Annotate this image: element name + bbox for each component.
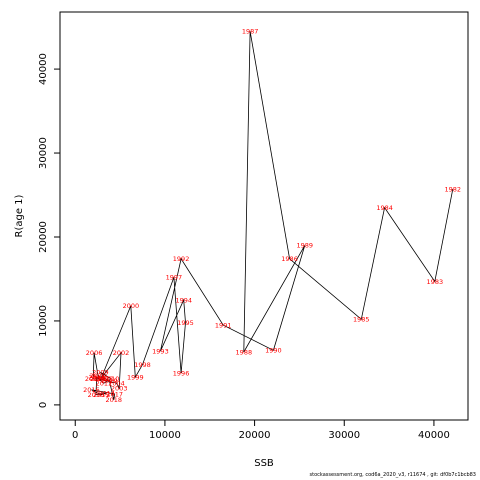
point-label-2015: 2015 xyxy=(93,391,110,399)
point-label-1997: 1997 xyxy=(166,274,183,282)
point-label-2002: 2002 xyxy=(113,349,130,357)
x-tick-label: 0 xyxy=(72,430,78,441)
point-label-2000: 2000 xyxy=(123,302,140,310)
point-label-1987: 1987 xyxy=(242,28,259,36)
point-label-1983: 1983 xyxy=(427,278,444,286)
point-label-1990: 1990 xyxy=(265,347,282,355)
x-tick-label: 40000 xyxy=(418,430,450,441)
y-tick-label: 10000 xyxy=(38,305,49,337)
point-label-1996: 1996 xyxy=(173,369,190,377)
point-label-1991: 1991 xyxy=(215,321,232,329)
point-label-1995: 1995 xyxy=(177,319,194,327)
y-axis: 0 10000 20000 30000 40000 xyxy=(38,53,61,408)
y-axis-label: R(age 1) xyxy=(14,194,25,237)
point-label-2020: 2020 xyxy=(89,372,106,380)
point-label-2004: 2004 xyxy=(108,379,125,387)
series-line xyxy=(91,31,454,400)
point-labels: 1982 1983 1984 1985 1986 1987 1988 1989 1990 1991… xyxy=(83,28,461,405)
x-tick-label: 20000 xyxy=(239,430,271,441)
point-label-2014: 2014 xyxy=(98,389,115,397)
x-axis: 0 10000 20000 30000 40000 xyxy=(72,419,450,441)
point-label-1992: 1992 xyxy=(173,255,190,263)
point-label-2012: 2012 xyxy=(88,373,105,381)
point-label-1985: 1985 xyxy=(353,316,370,324)
plot-frame xyxy=(59,11,469,421)
point-label-1986: 1986 xyxy=(281,255,298,263)
point-label-2013: 2013 xyxy=(88,391,105,399)
point-label-2016: 2016 xyxy=(83,386,100,394)
point-label-2009: 2009 xyxy=(92,368,109,376)
y-tick-label: 0 xyxy=(38,402,49,408)
point-label-1984: 1984 xyxy=(376,204,393,212)
point-label-2011: 2011 xyxy=(96,379,113,387)
point-label-2019: 2019 xyxy=(101,377,118,385)
point-label-2010: 2010 xyxy=(103,375,120,383)
point-label-2008: 2008 xyxy=(97,375,114,383)
point-label-2003: 2003 xyxy=(111,384,128,392)
y-tick-label: 30000 xyxy=(38,137,49,169)
x-tick-label: 30000 xyxy=(328,430,360,441)
point-label-1993: 1993 xyxy=(152,347,169,355)
point-label-2017: 2017 xyxy=(106,390,123,398)
point-label-2001: 2001 xyxy=(93,374,110,382)
point-label-1998: 1998 xyxy=(134,361,151,369)
point-label-2018: 2018 xyxy=(106,396,123,404)
point-label-1989: 1989 xyxy=(297,242,314,250)
point-label-1988: 1988 xyxy=(236,348,253,356)
y-tick-label: 20000 xyxy=(38,221,49,253)
point-label-2006: 2006 xyxy=(86,349,103,357)
footer-credit: stockassessment.org, cod6a_2020_v3, r116… xyxy=(309,472,476,478)
point-label-1982: 1982 xyxy=(444,185,461,193)
y-tick-label: 40000 xyxy=(38,53,49,85)
point-label-1999: 1999 xyxy=(127,373,144,381)
point-label-2007: 2007 xyxy=(85,375,102,383)
x-axis-label: SSB xyxy=(254,458,274,469)
x-tick-label: 10000 xyxy=(149,430,181,441)
point-label-1994: 1994 xyxy=(175,296,192,304)
point-label-2005: 2005 xyxy=(90,375,107,383)
